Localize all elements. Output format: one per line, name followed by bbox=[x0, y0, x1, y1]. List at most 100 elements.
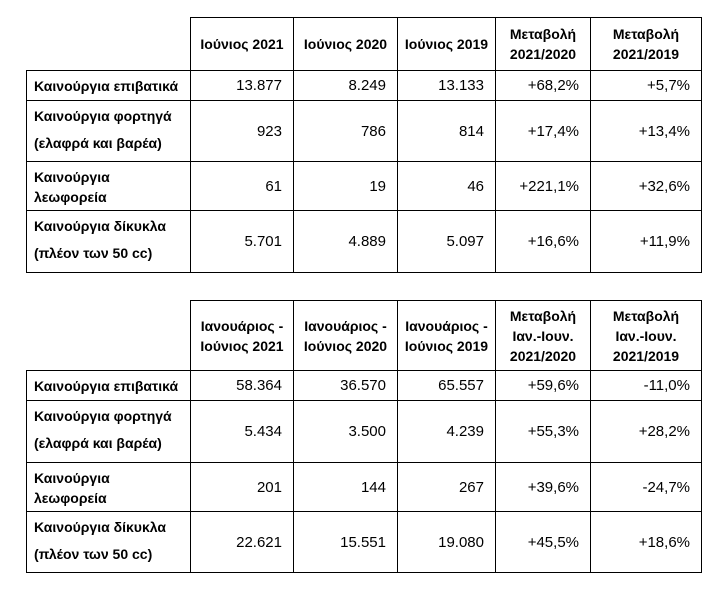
row-label-line: (πλέον των 50 cc) bbox=[34, 245, 153, 261]
row-label: Καινούργια φορτηγά (ελαφρά και βαρέα) bbox=[26, 400, 191, 463]
cell-value: 5.701 bbox=[190, 210, 294, 273]
table-monthly-corner-cell bbox=[27, 18, 191, 71]
column-header-line: Ιούνιος 2019 bbox=[404, 36, 489, 52]
table-monthly-column-header-3: Ιούνιος 2019 bbox=[397, 17, 496, 71]
row-label-line: (ελαφρά και βαρέα) bbox=[34, 135, 162, 151]
column-header-line: Ιούνιος 2021 bbox=[200, 36, 284, 52]
table-ytd-column-header-3: Ιανουάριος - Ιούνιος 2019 bbox=[397, 300, 496, 371]
cell-value: +45,5% bbox=[495, 511, 591, 573]
row-label: Καινούργια επιβατικά bbox=[26, 70, 191, 101]
cell-value: 814 bbox=[397, 100, 496, 162]
table-jan-jun-registrations: Ιανουάριος - Ιούνιος 2021 Ιανουάριος - Ιούν… bbox=[26, 300, 702, 573]
cell-value: 267 bbox=[397, 462, 496, 512]
row-label-line: Καινούργια επιβατικά bbox=[34, 78, 179, 94]
row-label: Καινούργια επιβατικά bbox=[26, 370, 191, 401]
row-label-line: Καινούργια επιβατικά bbox=[34, 378, 179, 394]
cell-value: 58.364 bbox=[190, 370, 294, 401]
cell-value: 65.557 bbox=[397, 370, 496, 401]
column-header-line: Μεταβολή bbox=[509, 26, 577, 42]
table-ytd-column-header-1: Ιανουάριος - Ιούνιος 2021 bbox=[190, 300, 294, 371]
table-header-row: Ιανουάριος - Ιούνιος 2021 Ιανουάριος - Ιούν… bbox=[27, 300, 702, 371]
column-header-line: Μεταβολή bbox=[612, 26, 680, 42]
column-header-line: Ιαν.-Ιουν. bbox=[615, 327, 677, 344]
table-monthly-registrations: Ιούνιος 2021 Ιούνιος 2020 Ιούνιος 2019 Μετα… bbox=[26, 17, 702, 273]
column-header-line: 2021/2019 bbox=[612, 46, 680, 62]
cell-value: +68,2% bbox=[495, 70, 591, 101]
column-header-line: Ιανουάριος - bbox=[304, 317, 387, 334]
cell-value: 8.249 bbox=[293, 70, 398, 101]
cell-value: +11,9% bbox=[590, 210, 702, 273]
cell-value: 5.434 bbox=[190, 400, 294, 463]
cell-value: +39,6% bbox=[495, 462, 591, 512]
cell-value: 5.097 bbox=[397, 210, 496, 273]
column-header-line: 2021/2020 bbox=[509, 347, 577, 364]
column-header-line: Ιούνιος 2020 bbox=[303, 337, 388, 354]
cell-value: 3.500 bbox=[293, 400, 398, 463]
row-label-line: Καινούργια φορτηγά bbox=[34, 408, 172, 424]
cell-value: 61 bbox=[190, 161, 294, 211]
cell-value: 4.239 bbox=[397, 400, 496, 463]
table-ytd-column-header-5: Μεταβολή Ιαν.-Ιουν. 2021/2019 bbox=[590, 300, 702, 371]
row-label: Καινούργια δίκυκλα (πλέον των 50 cc) bbox=[26, 511, 191, 573]
cell-value: +5,7% bbox=[590, 70, 702, 101]
column-header-line: Ιούνιος 2021 bbox=[200, 337, 284, 354]
row-label-line: (πλέον των 50 cc) bbox=[34, 546, 153, 562]
cell-value: 19 bbox=[293, 161, 398, 211]
table-row: Καινούργια λεωφορεία 201 144 267 +39,6% -24,7% bbox=[26, 462, 702, 512]
column-header-line: 2021/2020 bbox=[509, 46, 577, 62]
table-row: Καινούργια φορτηγά (ελαφρά και βαρέα) 923 7… bbox=[26, 100, 702, 162]
cell-value: +28,2% bbox=[590, 400, 702, 463]
cell-value: 46 bbox=[397, 161, 496, 211]
row-label-line: λεωφορεία bbox=[34, 189, 107, 205]
table-monthly-column-header-5: Μεταβολή 2021/2019 bbox=[590, 17, 702, 71]
cell-value: +17,4% bbox=[495, 100, 591, 162]
table-row: Καινούργια φορτηγά (ελαφρά και βαρέα) 5.43… bbox=[26, 400, 702, 463]
row-label-line: Καινούργια bbox=[34, 169, 110, 185]
table-monthly-column-header-2: Ιούνιος 2020 bbox=[293, 17, 398, 71]
cell-value: -24,7% bbox=[590, 462, 702, 512]
column-header-line: Ιούνιος 2020 bbox=[303, 36, 388, 52]
cell-value: +55,3% bbox=[495, 400, 591, 463]
cell-value: 201 bbox=[190, 462, 294, 512]
table-row: Καινούργια επιβατικά 13.877 8.249 13.133 +68… bbox=[26, 70, 702, 101]
cell-value: 923 bbox=[190, 100, 294, 162]
cell-value: 13.133 bbox=[397, 70, 496, 101]
table-row: Καινούργια λεωφορεία 61 19 46 +221,1% +32,6% bbox=[26, 161, 702, 211]
column-header-line: Μεταβολή bbox=[509, 307, 577, 324]
row-label: Καινούργια φορτηγά (ελαφρά και βαρέα) bbox=[26, 100, 191, 162]
table-ytd-column-header-4: Μεταβολή Ιαν.-Ιουν. 2021/2020 bbox=[495, 300, 591, 371]
row-label-line: (ελαφρά και βαρέα) bbox=[34, 435, 162, 451]
cell-value: 36.570 bbox=[293, 370, 398, 401]
column-header-line: 2021/2019 bbox=[612, 347, 680, 364]
row-label: Καινούργια λεωφορεία bbox=[26, 161, 191, 211]
table-row: Καινούργια δίκυκλα (πλέον των 50 cc) 22.62… bbox=[26, 511, 702, 573]
row-label-line: Καινούργια δίκυκλα bbox=[34, 519, 166, 535]
table-row: Καινούργια δίκυκλα (πλέον των 50 cc) 5.701… bbox=[26, 210, 702, 273]
column-header-line: Ιανουάριος - bbox=[405, 317, 488, 334]
cell-value: -11,0% bbox=[590, 370, 702, 401]
cell-value: 19.080 bbox=[397, 511, 496, 573]
cell-value: +59,6% bbox=[495, 370, 591, 401]
table-monthly-column-header-1: Ιούνιος 2021 bbox=[190, 17, 294, 71]
column-header-line: Ιαν.-Ιουν. bbox=[512, 327, 574, 344]
cell-value: 13.877 bbox=[190, 70, 294, 101]
row-label-line: Καινούργια φορτηγά bbox=[34, 108, 172, 124]
row-label-line: Καινούργια δίκυκλα bbox=[34, 218, 166, 234]
cell-value: 4.889 bbox=[293, 210, 398, 273]
cell-value: +13,4% bbox=[590, 100, 702, 162]
row-label-line: Καινούργια bbox=[34, 470, 110, 486]
column-header-line: Ιανουάριος - bbox=[200, 317, 284, 334]
cell-value: +32,6% bbox=[590, 161, 702, 211]
cell-value: +221,1% bbox=[495, 161, 591, 211]
table-ytd-column-header-2: Ιανουάριος - Ιούνιος 2020 bbox=[293, 300, 398, 371]
table-ytd-corner-cell bbox=[27, 301, 191, 371]
row-label-line: λεωφορεία bbox=[34, 490, 107, 506]
table-header-row: Ιούνιος 2021 Ιούνιος 2020 Ιούνιος 2019 Μετα… bbox=[27, 17, 702, 71]
table-row: Καινούργια επιβατικά 58.364 36.570 65.557 +5… bbox=[26, 370, 702, 401]
row-label: Καινούργια δίκυκλα (πλέον των 50 cc) bbox=[26, 210, 191, 273]
cell-value: 144 bbox=[293, 462, 398, 512]
table-monthly-column-header-4: Μεταβολή 2021/2020 bbox=[495, 17, 591, 71]
column-header-line: Ιούνιος 2019 bbox=[404, 337, 489, 354]
cell-value: 786 bbox=[293, 100, 398, 162]
